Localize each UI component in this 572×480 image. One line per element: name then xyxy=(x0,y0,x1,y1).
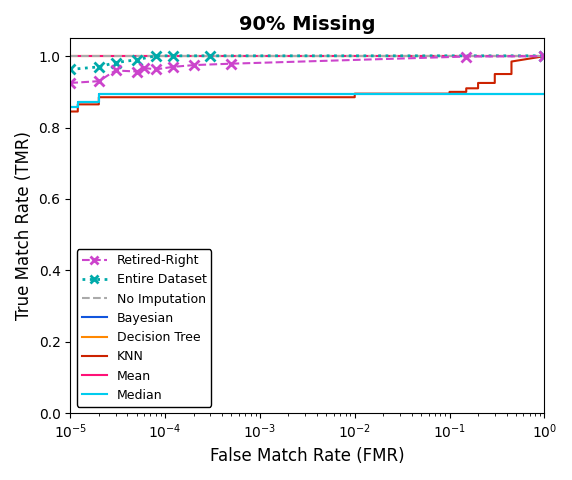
Median xyxy=(74,104,81,110)
Bayesian xyxy=(67,104,74,110)
Median xyxy=(67,104,74,110)
Entire Dataset xyxy=(207,53,214,59)
Bayesian xyxy=(74,98,81,104)
Retired-Right xyxy=(463,54,470,60)
Median xyxy=(96,92,102,97)
KNN xyxy=(491,80,498,86)
KNN xyxy=(74,108,81,114)
Y-axis label: True Match Rate (TMR): True Match Rate (TMR) xyxy=(15,131,33,320)
Retired-Right xyxy=(153,67,160,72)
Retired-Right xyxy=(133,69,140,74)
Entire Dataset xyxy=(96,64,102,70)
Title: 90% Missing: 90% Missing xyxy=(239,15,376,34)
KNN xyxy=(351,91,358,96)
Retired-Right xyxy=(169,64,176,70)
Bayesian xyxy=(541,92,548,97)
Retired-Right xyxy=(67,80,74,86)
Line: Entire Dataset: Entire Dataset xyxy=(65,51,549,74)
KNN xyxy=(541,53,548,59)
Entire Dataset xyxy=(67,67,74,72)
KNN xyxy=(228,95,235,100)
KNN xyxy=(463,85,470,91)
Median xyxy=(74,98,81,104)
Retired-Right xyxy=(141,65,148,71)
KNN xyxy=(463,89,470,95)
KNN xyxy=(96,95,102,100)
Retired-Right xyxy=(112,68,119,73)
KNN xyxy=(446,91,453,96)
Median xyxy=(541,92,548,97)
Entire Dataset xyxy=(133,57,140,62)
Retired-Right xyxy=(96,78,102,84)
Median xyxy=(96,98,102,104)
Entire Dataset xyxy=(541,53,548,59)
KNN xyxy=(491,71,498,77)
KNN xyxy=(508,59,515,64)
X-axis label: False Match Rate (FMR): False Match Rate (FMR) xyxy=(210,447,404,465)
KNN xyxy=(96,101,102,107)
KNN xyxy=(508,71,515,77)
KNN xyxy=(323,95,329,100)
KNN xyxy=(323,95,329,100)
Line: Bayesian: Bayesian xyxy=(70,95,545,107)
Retired-Right xyxy=(541,53,548,59)
Bayesian xyxy=(96,92,102,97)
KNN xyxy=(475,80,482,86)
Bayesian xyxy=(74,104,81,110)
Legend: Retired-Right, Entire Dataset, No Imputation, Bayesian, Decision Tree, KNN, Mean: Retired-Right, Entire Dataset, No Imputa… xyxy=(77,249,212,407)
KNN xyxy=(351,95,358,100)
Retired-Right xyxy=(228,61,235,67)
Line: Retired-Right: Retired-Right xyxy=(65,51,549,88)
Entire Dataset xyxy=(169,53,176,59)
Retired-Right xyxy=(190,62,197,68)
KNN xyxy=(446,89,453,95)
Line: KNN: KNN xyxy=(70,56,545,111)
KNN xyxy=(418,91,424,96)
Entire Dataset xyxy=(112,60,119,65)
KNN xyxy=(74,101,81,107)
KNN xyxy=(67,108,74,114)
KNN xyxy=(475,85,482,91)
Entire Dataset xyxy=(153,53,160,59)
KNN xyxy=(228,95,235,100)
Bayesian xyxy=(96,98,102,104)
Line: Median: Median xyxy=(70,95,545,107)
KNN xyxy=(418,91,424,96)
